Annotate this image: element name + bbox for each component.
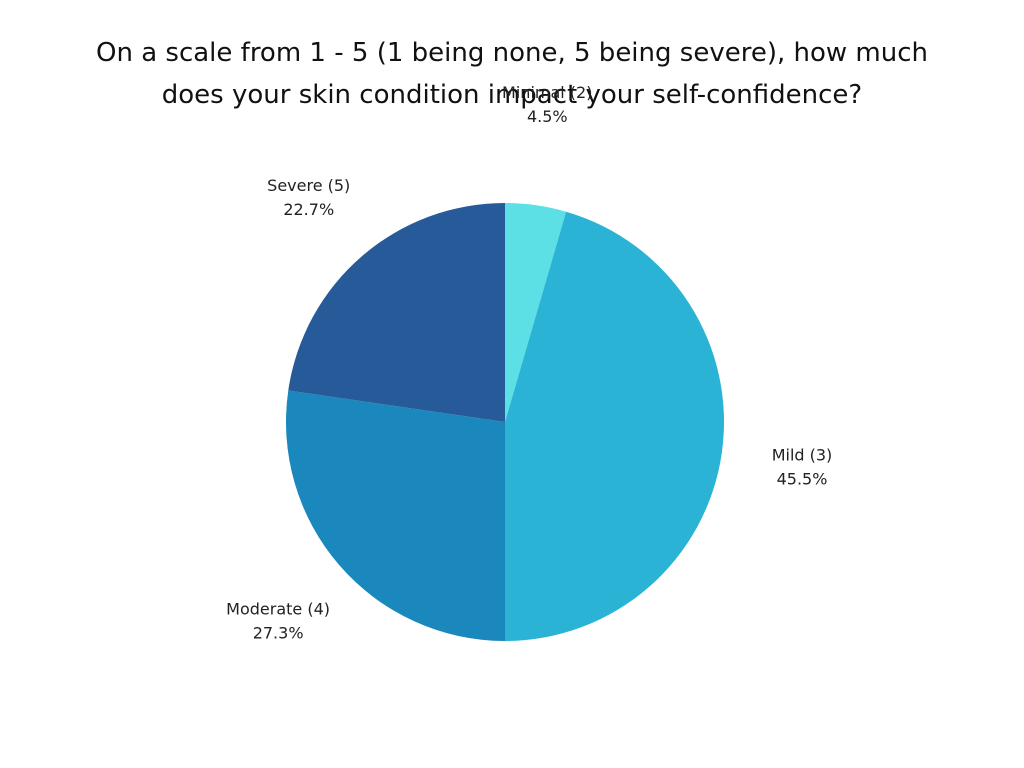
pie-slice — [505, 211, 724, 641]
pie-slice — [286, 390, 505, 641]
pie-slice — [505, 203, 567, 422]
slice-category-label: Minimal (2) — [502, 83, 592, 102]
slice-category-label: Moderate (4) — [226, 599, 330, 618]
slice-value-label: 22.7% — [283, 200, 334, 219]
slice-value-label: 27.3% — [253, 623, 304, 642]
chart-title-line-2: does your skin condition impact your sel… — [161, 80, 863, 110]
chart-title: On a scale from 1 - 5 (1 being none, 5 b… — [0, 32, 1024, 116]
slice-value-label: 4.5% — [527, 107, 568, 126]
chart-title-line-1: On a scale from 1 - 5 (1 being none, 5 b… — [96, 38, 928, 68]
slice-category-label: Mild (3) — [772, 445, 833, 464]
slice-value-label: 45.5% — [777, 469, 828, 488]
slice-category-label: Severe (5) — [267, 176, 350, 195]
pie-slice — [288, 203, 505, 422]
